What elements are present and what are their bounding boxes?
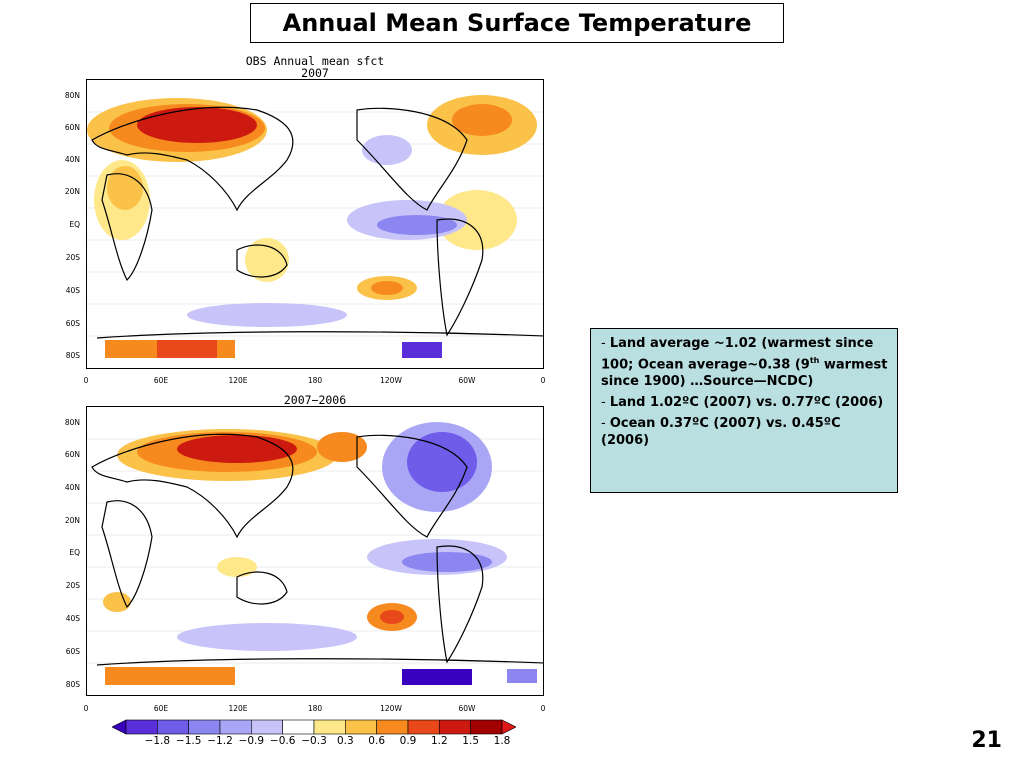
top-lat-20s: 20S (65, 253, 80, 262)
slide-title: Annual Mean Surface Temperature (250, 3, 784, 43)
bottom-lat-40s: 40S (65, 614, 80, 623)
bottom-lat-40n: 40N (64, 483, 80, 492)
top-temperature-map (86, 79, 544, 369)
top-map-title-line2: 2007 (301, 66, 329, 80)
bottom-lon-60e: 60E (153, 704, 169, 713)
bottom-lat-eq: EQ (69, 548, 80, 557)
top-map-title-line1: OBS Annual mean sfct (245, 54, 385, 68)
bottom-lon-180: 180 (307, 704, 323, 713)
bottom-lat-20s: 20S (65, 581, 80, 590)
bottom-map-graphic (87, 422, 543, 685)
bullet-1-tail: warmest since 1900) …Source—NCDC) (601, 357, 888, 390)
colorbar-tick-label: −1.2 (207, 735, 233, 747)
top-map-graphic (87, 95, 543, 358)
bullet-1-sup: th (809, 356, 820, 365)
bullet-2-text: Land 1.02ºC (2007) vs. 0.77ºC (2006) (609, 395, 884, 411)
colorbar-tick-label: 0.6 (368, 735, 385, 747)
colorbar-cell (345, 719, 377, 735)
bottom-lon-60w: 60W (458, 704, 476, 713)
colorbar-cell (376, 719, 409, 735)
colorbar-arrow-left (112, 719, 127, 735)
colorbar-tick-label: −0.6 (269, 735, 296, 747)
colorbar-cell (407, 719, 440, 735)
bottom-lon-120w: 120W (380, 704, 402, 713)
bullet-dash: - (601, 336, 610, 351)
colorbar-tick-label: −0.9 (238, 735, 265, 747)
info-bullet-1: - Land average ~1.02 (warmest since 100;… (601, 335, 889, 390)
bottom-lat-80s: 80S (65, 680, 80, 689)
bottom-temperature-map (86, 406, 544, 696)
top-lon-120w: 120W (380, 376, 402, 385)
top-lat-80s: 80S (65, 351, 80, 360)
colorbar-cell (251, 719, 283, 735)
bottom-lon-0-end: 0 (540, 704, 546, 713)
colorbar-tick-label: −1.8 (144, 735, 171, 747)
top-lat-40n: 40N (64, 155, 80, 164)
colorbar-cell (125, 719, 158, 735)
bottom-lon-120e: 120E (228, 704, 248, 713)
colorbar-tick-label: −0.3 (301, 735, 327, 747)
top-lat-eq: EQ (69, 220, 80, 229)
info-bullet-3: - Ocean 0.37ºC (2007) vs. 0.45ºC (2006) (601, 415, 889, 449)
bullet-1-text: Land average ~1.02 (warmest since 100; O… (601, 336, 874, 373)
colorbar-tick-label: 1.8 (493, 735, 511, 747)
colorbar-cell (157, 719, 189, 735)
colorbar-tick-label: 0.3 (336, 735, 354, 747)
bullet-dash: - (601, 395, 610, 411)
bottom-lon-0: 0 (83, 704, 89, 713)
top-lat-60s: 60S (65, 319, 80, 328)
colorbar-cell (282, 719, 315, 735)
bottom-lat-60n: 60N (64, 450, 80, 459)
colorbar-tick-label: −1.5 (175, 735, 202, 747)
colorbar-cell (470, 719, 503, 735)
colorbar-tick-label: 1.5 (462, 735, 479, 747)
bullet-3-text: Ocean 0.37ºC (2007) vs. 0.45ºC (2006) (601, 416, 841, 449)
colorbar-cell (313, 719, 346, 735)
colorbar-tick-label: 1.2 (430, 735, 448, 747)
info-box: - Land average ~1.02 (warmest since 100;… (590, 328, 898, 493)
page-number: 21 (971, 728, 1002, 753)
top-lat-60n: 60N (64, 123, 80, 132)
top-lat-80n: 80N (64, 91, 80, 100)
top-lon-0-end: 0 (540, 376, 546, 385)
top-lon-60e: 60E (153, 376, 169, 385)
colorbar (112, 719, 516, 735)
bullet-dash: - (601, 416, 610, 432)
top-lon-60w: 60W (458, 376, 476, 385)
colorbar-tick-label: 0.9 (399, 735, 417, 747)
top-lat-40s: 40S (65, 286, 80, 295)
bottom-lat-20n: 20N (64, 516, 80, 525)
bottom-lat-60s: 60S (65, 647, 80, 656)
top-lon-180: 180 (307, 376, 323, 385)
colorbar-cell (219, 719, 252, 735)
info-bullet-2: - Land 1.02ºC (2007) vs. 0.77ºC (2006) (601, 394, 889, 411)
bottom-lat-80n: 80N (64, 418, 80, 427)
top-lon-0: 0 (83, 376, 89, 385)
colorbar-arrow-right (501, 719, 516, 735)
bottom-map-title: 2007−2006 (283, 393, 347, 407)
colorbar-cell (188, 719, 221, 735)
top-lat-20n: 20N (64, 187, 80, 196)
top-lon-120e: 120E (228, 376, 248, 385)
colorbar-cells (112, 719, 516, 735)
colorbar-cell (439, 719, 471, 735)
slide-title-text: Annual Mean Surface Temperature (282, 9, 752, 37)
